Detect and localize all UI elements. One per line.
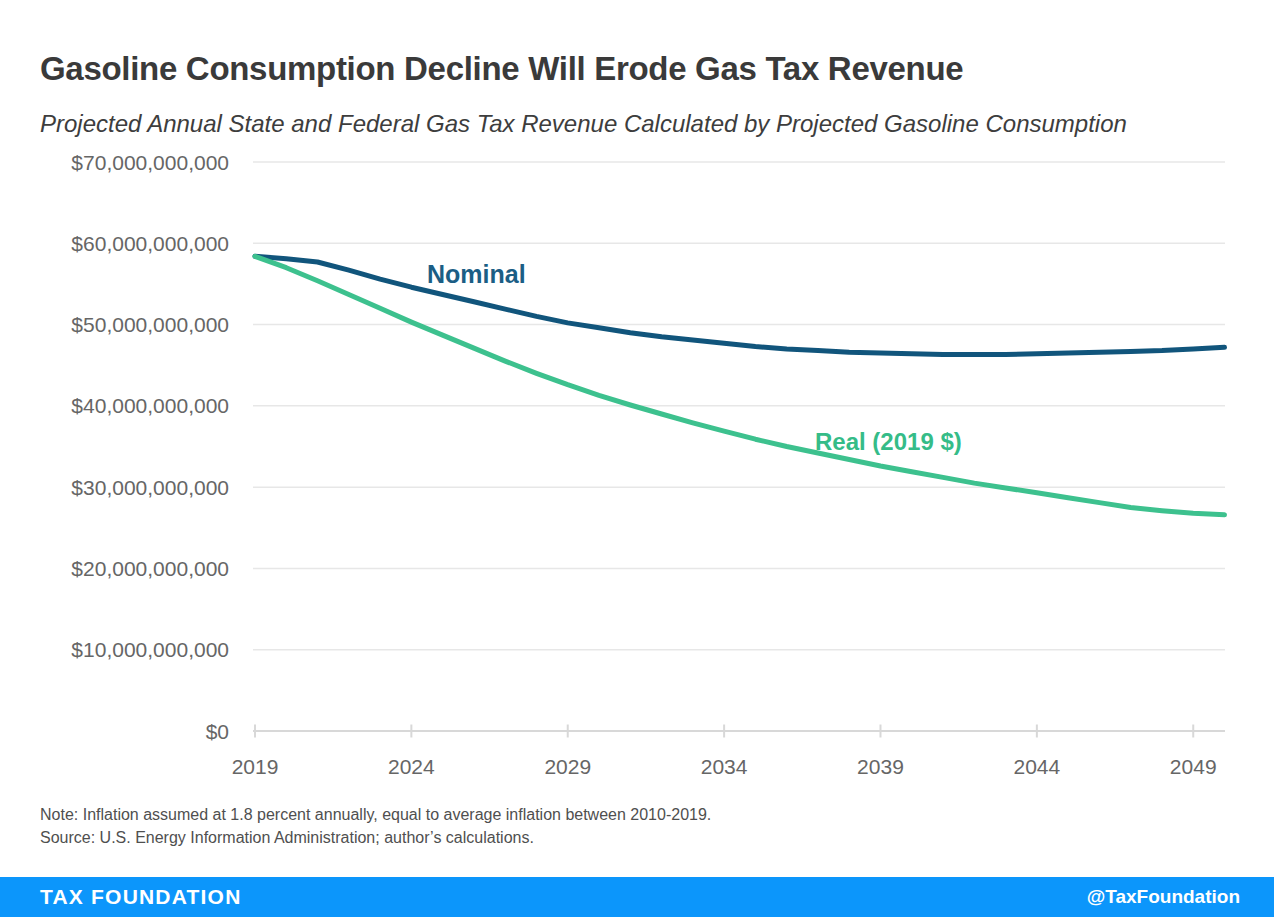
x-axis-tick-label: 2024 [388, 755, 435, 778]
x-axis-tick-label: 2039 [857, 755, 904, 778]
x-axis-tick-label: 2019 [232, 755, 279, 778]
y-axis-tick-label: $60,000,000,000 [71, 232, 229, 255]
x-axis-tick-label: 2049 [1170, 755, 1217, 778]
series-label-nominal: Nominal [427, 260, 526, 289]
note-text: Note: Inflation assumed at 1.8 percent a… [40, 806, 711, 824]
series-line-real [255, 256, 1225, 515]
infographic-page: Gasoline Consumption Decline Will Erode … [0, 0, 1274, 917]
chart-canvas: $70,000,000,000 $60,000,000,000 $50,000,00… [0, 0, 1274, 917]
series-label-real: Real (2019 $) [815, 428, 962, 456]
y-axis-tick-label: $10,000,000,000 [71, 638, 229, 661]
brand-wordmark: TAX FOUNDATION [40, 885, 242, 909]
x-axis-tick-label: 2044 [1013, 755, 1060, 778]
footer-bar: TAX FOUNDATION @TaxFoundation [0, 877, 1274, 917]
y-axis-tick-label: $20,000,000,000 [71, 557, 229, 580]
line-chart: $70,000,000,000 $60,000,000,000 $50,000,00… [0, 0, 1274, 917]
series-line-nominal [255, 256, 1225, 354]
y-axis-tick-label: $30,000,000,000 [71, 476, 229, 499]
source-text: Source: U.S. Energy Information Administ… [40, 829, 534, 847]
y-axis-tick-label: $50,000,000,000 [71, 313, 229, 336]
y-axis-tick-label: $40,000,000,000 [71, 394, 229, 417]
y-axis-tick-label: $70,000,000,000 [71, 151, 229, 174]
y-axis-tick-label: $0 [206, 720, 229, 743]
x-axis-tick-label: 2029 [544, 755, 591, 778]
x-axis-tick-label: 2034 [701, 755, 748, 778]
twitter-handle: @TaxFoundation [1087, 886, 1240, 908]
